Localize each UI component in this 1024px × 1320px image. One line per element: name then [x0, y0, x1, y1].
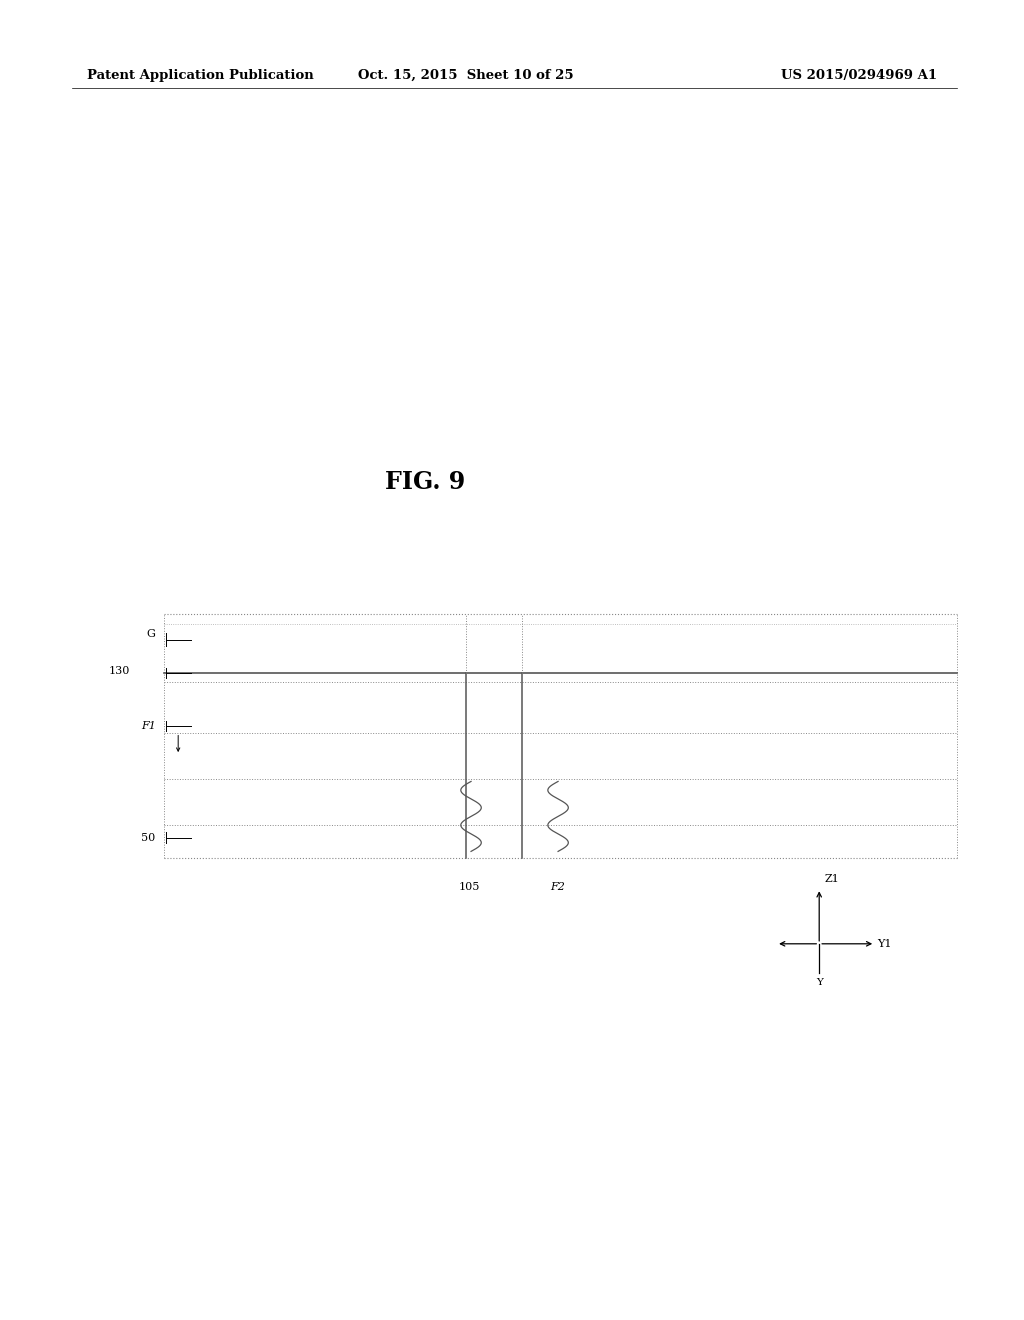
Text: Patent Application Publication: Patent Application Publication [87, 69, 313, 82]
Text: F1: F1 [140, 721, 156, 731]
Text: 105: 105 [459, 882, 479, 892]
Text: G: G [146, 630, 156, 639]
Text: FIG. 9: FIG. 9 [385, 470, 465, 494]
Text: 130: 130 [109, 665, 130, 676]
Text: 50: 50 [141, 833, 156, 842]
Text: Y: Y [816, 978, 822, 987]
Text: Oct. 15, 2015  Sheet 10 of 25: Oct. 15, 2015 Sheet 10 of 25 [358, 69, 573, 82]
Text: Y1: Y1 [878, 939, 892, 949]
Text: US 2015/0294969 A1: US 2015/0294969 A1 [781, 69, 937, 82]
Text: Z1: Z1 [824, 874, 839, 884]
Text: F2: F2 [551, 882, 565, 892]
